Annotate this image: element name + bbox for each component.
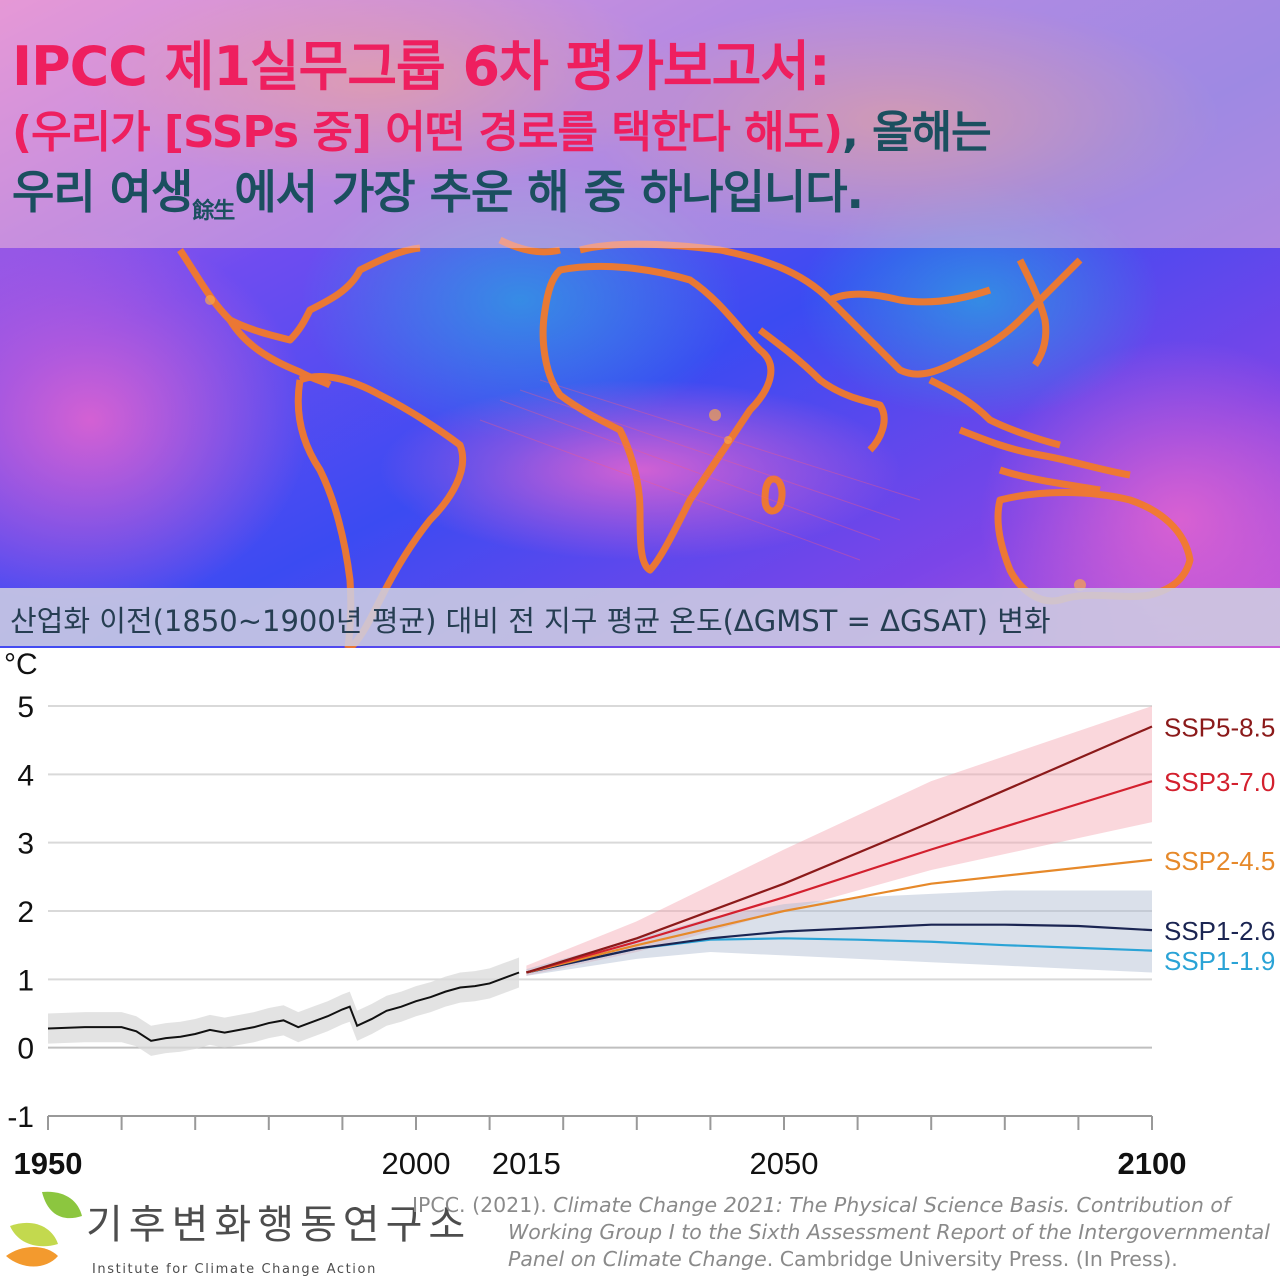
- temperature-chart: -1 0 1 2 3 4 5 °C 1950 2000 2015 2050 2100 SSP5-8.…: [4, 648, 1275, 1181]
- y-axis-unit-label: °C: [4, 648, 38, 681]
- chart-subtitle: 산업화 이전(1850~1900년 평균) 대비 전 지구 평균 온도(ΔGMS…: [10, 604, 1051, 638]
- x-tick-label-1950: 1950: [14, 1146, 83, 1181]
- citation-title-2: Working Group I to the Sixth Assessment …: [508, 1220, 1270, 1244]
- title-line-1: IPCC 제1실무그룹 6차 평가보고서:: [12, 35, 831, 98]
- y-tick-label-4: 4: [17, 759, 34, 792]
- x-tick-label-2050: 2050: [750, 1146, 819, 1181]
- title-line-3-start: 우리 여생: [12, 165, 193, 219]
- subtitle-background-band: [0, 588, 1280, 646]
- citation-title: Climate Change 2021: The Physical Scienc…: [553, 1193, 1231, 1217]
- y-tick-label-1: 1: [17, 964, 34, 997]
- citation-line-1: IPCC. (2021). Climate Change 2021: The P…: [412, 1192, 1272, 1219]
- series-line-ssp3-7.0: [526, 780, 1153, 974]
- x-tick-label-2100: 2100: [1118, 1146, 1187, 1181]
- citation-title-3: Panel on Climate Change: [508, 1247, 767, 1271]
- y-tick-label--1: -1: [7, 1101, 34, 1134]
- title-line-3-end: 에서 가장 추운 해 중 하나입니다.: [234, 165, 864, 219]
- series-label-ssp1-2.6: SSP1-2.6: [1164, 916, 1275, 946]
- title-line-3: 우리 여생餘生에서 가장 추운 해 중 하나입니다.: [12, 156, 864, 224]
- historical-uncertainty-band: [48, 957, 520, 1056]
- citation-authors: IPCC. (2021).: [412, 1193, 554, 1217]
- data-series-lines: [47, 725, 1153, 1042]
- x-tick-label-2015: 2015: [492, 1146, 561, 1181]
- logo-korean-name: 기후변화행동연구소: [86, 1202, 472, 1248]
- title-line-2-tail: , 올해는: [842, 107, 991, 158]
- series-label-ssp3-7.0: SSP3-7.0: [1164, 767, 1275, 797]
- series-line-ssp1-2.6: [526, 923, 1153, 974]
- y-tick-label-5: 5: [17, 691, 34, 724]
- series-label-ssp5-8.5: SSP5-8.5: [1164, 713, 1275, 743]
- y-tick-label-2: 2: [17, 896, 34, 929]
- y-tick-label-0: 0: [17, 1033, 34, 1066]
- title-line-2-emphasis: (우리가 [SSPs 중] 어떤 경로를 택한다 해도): [12, 107, 843, 158]
- band-ssp1-2.6: [526, 890, 1152, 976]
- organization-logo: [0, 1182, 410, 1280]
- title-hanja-subscript: 餘生: [192, 199, 235, 224]
- series-label-ssp1-1.9: SSP1-1.9: [1164, 946, 1275, 976]
- citation-line-2: Working Group I to the Sixth Assessment …: [412, 1219, 1272, 1246]
- citation-line-3: Panel on Climate Change. Cambridge Unive…: [412, 1246, 1272, 1273]
- leaf-logo-icon: [6, 1191, 82, 1267]
- series-label-ssp2-4.5: SSP2-4.5: [1164, 846, 1275, 876]
- y-tick-label-3: 3: [17, 828, 34, 861]
- series-line-ssp2-4.5: [526, 858, 1153, 974]
- x-tick-label-2000: 2000: [382, 1146, 451, 1181]
- logo-english-name: Institute for Climate Change Action: [92, 1262, 377, 1277]
- title-line-2: (우리가 [SSPs 중] 어떤 경로를 택한다 해도), 올해는: [12, 96, 992, 160]
- y-axis-tick-labels: -1 0 1 2 3 4 5: [7, 691, 34, 1134]
- hero-image: [0, 0, 1280, 648]
- historical-line: [47, 971, 520, 1042]
- band-ssp5-8.5: [526, 706, 1152, 976]
- x-axis: 1950 2000 2015 2050 2100: [14, 1115, 1187, 1181]
- citation-publisher: . Cambridge University Press. (In Press)…: [766, 1247, 1178, 1271]
- uncertainty-bands: [48, 706, 1152, 1056]
- title-background-band: [0, 0, 1280, 248]
- source-citation: IPCC. (2021). Climate Change 2021: The P…: [412, 1192, 1272, 1273]
- series-line-ssp5-8.5: [526, 725, 1153, 974]
